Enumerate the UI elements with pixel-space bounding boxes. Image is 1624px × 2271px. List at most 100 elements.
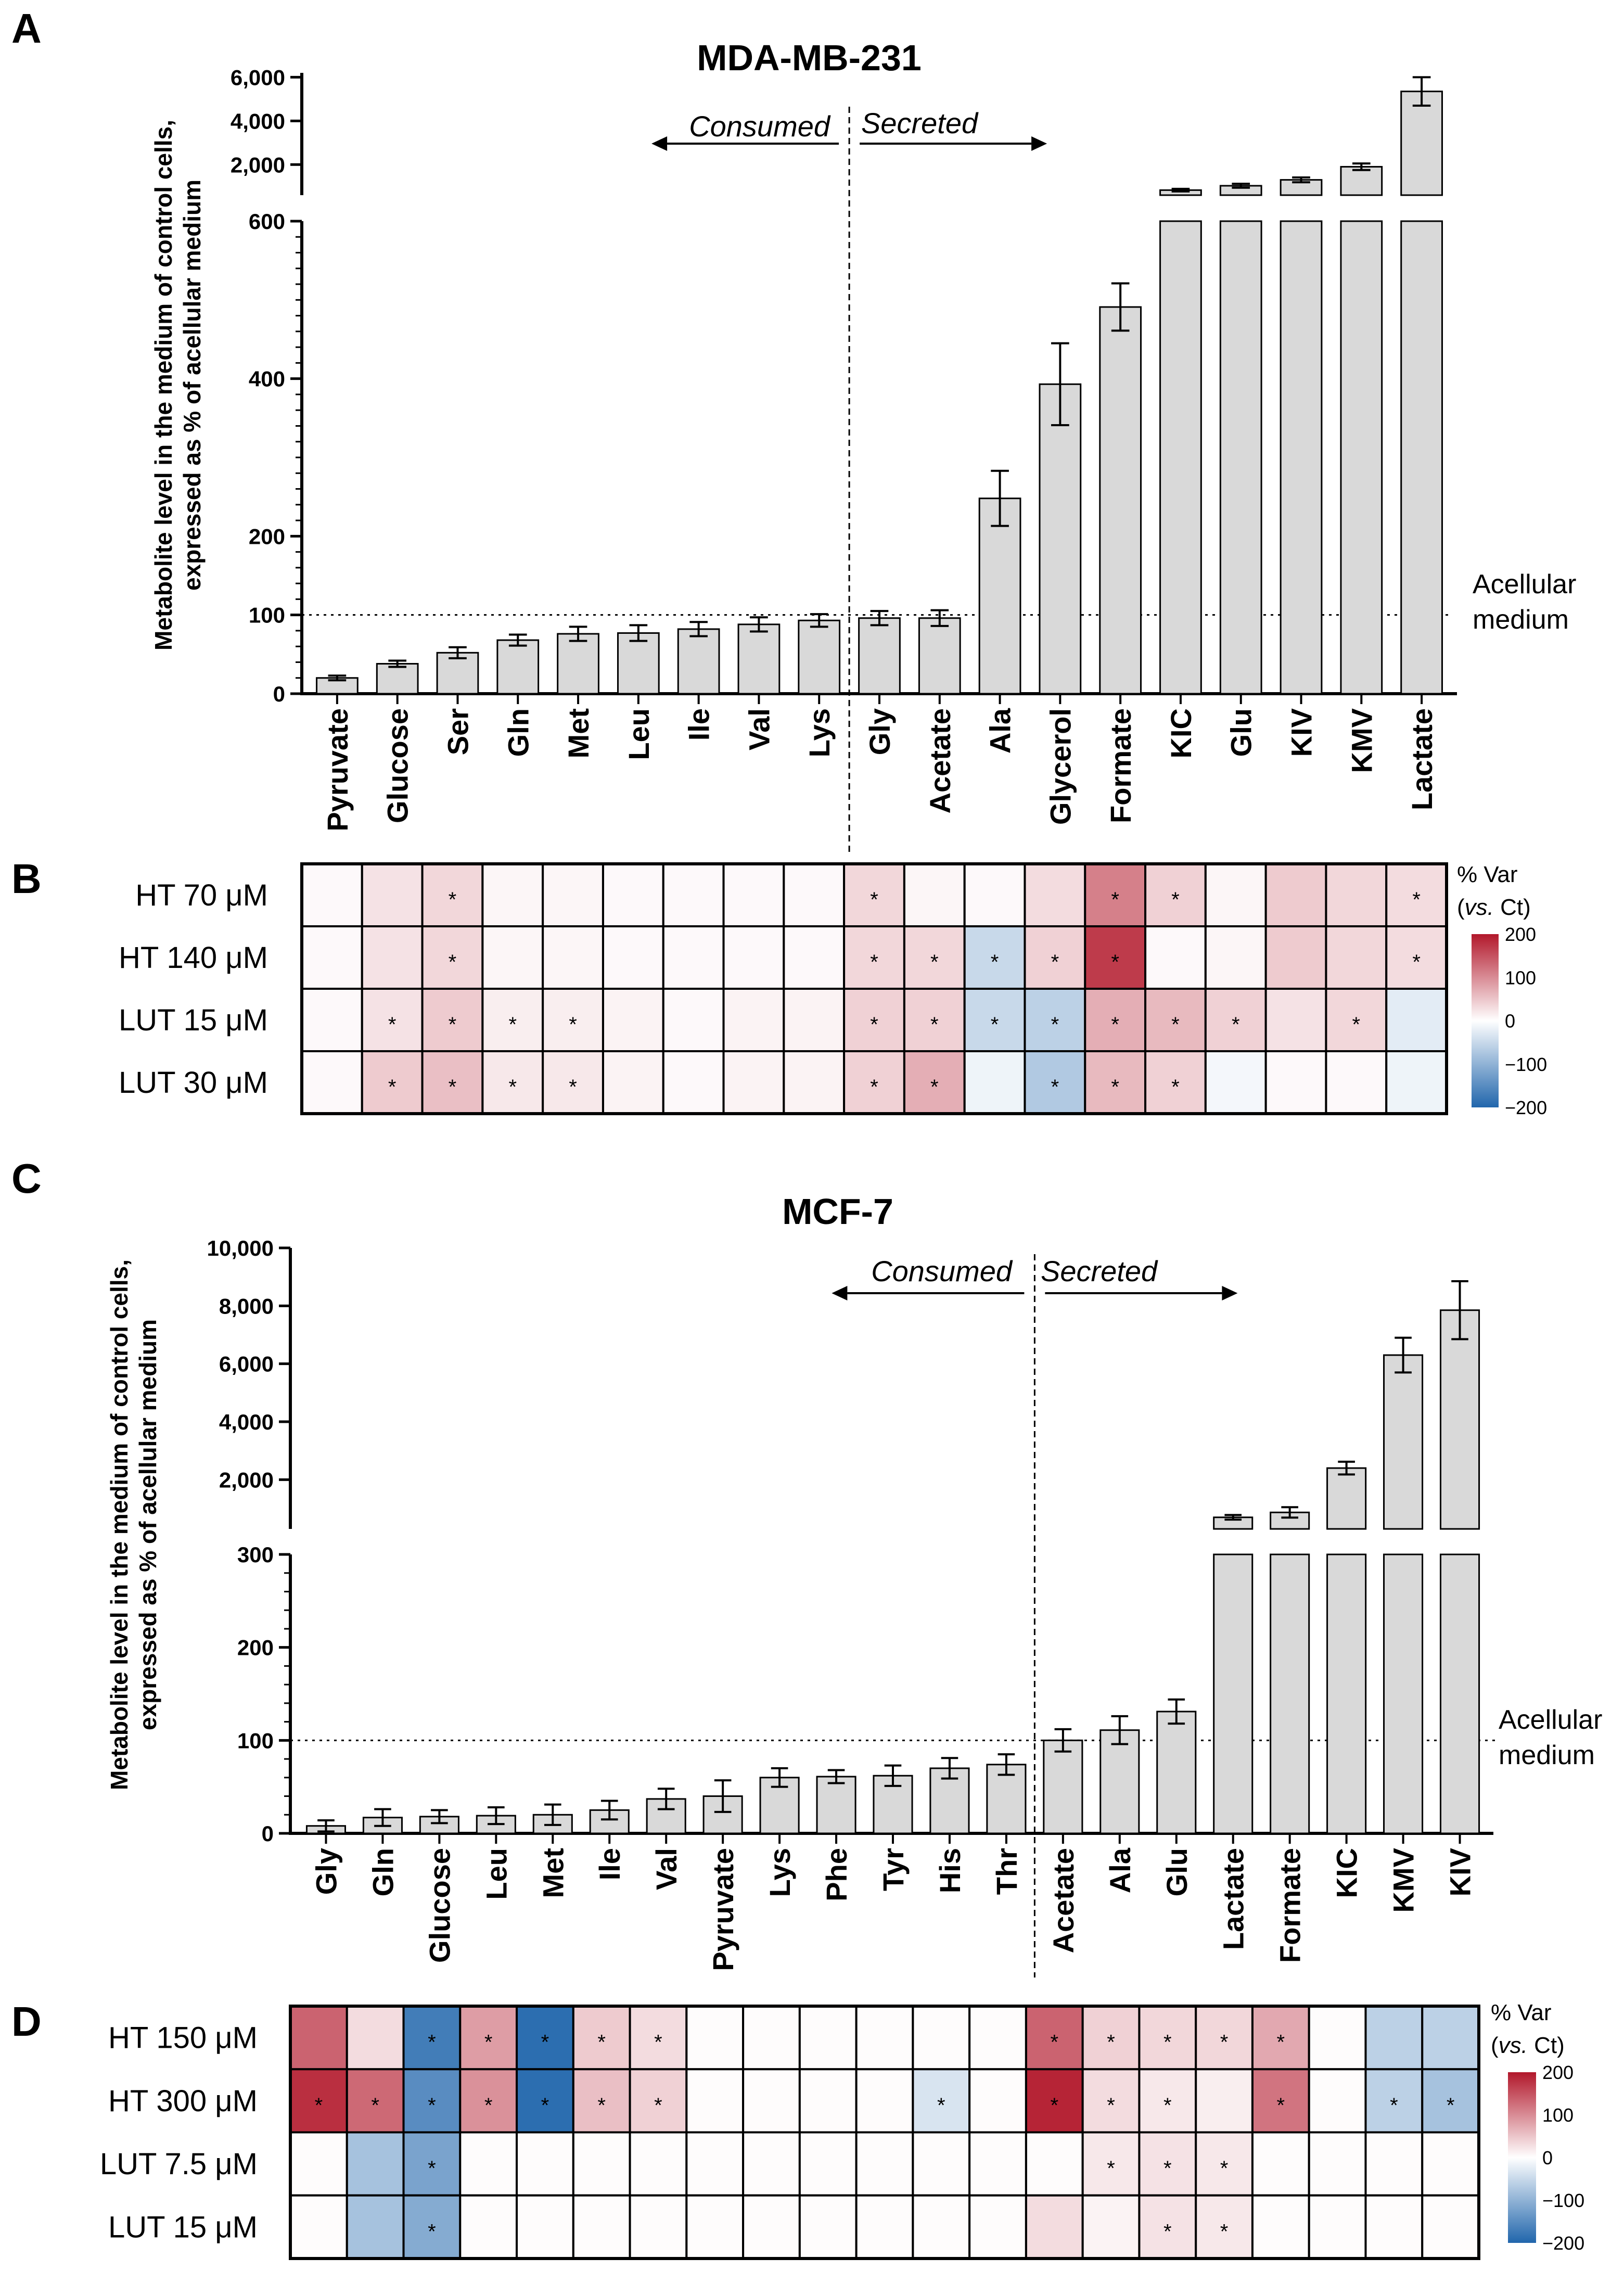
legend-colorbar bbox=[1508, 2072, 1536, 2243]
legend-tick-label: −200 bbox=[1542, 2232, 1584, 2254]
heatmap-cell bbox=[1385, 1050, 1448, 1115]
x-tick-label: KIV bbox=[1444, 1848, 1477, 1896]
significance-star: * bbox=[508, 1013, 517, 1036]
heatmap-cell bbox=[542, 863, 604, 927]
significance-star: * bbox=[870, 1076, 878, 1099]
secreted-label: Secreted bbox=[1041, 1255, 1158, 1287]
legend-tick-label: −200 bbox=[1505, 1097, 1547, 1118]
x-tick-label: Met bbox=[562, 708, 595, 758]
heatmap-cell bbox=[1144, 988, 1207, 1052]
x-tick-label: KMV bbox=[1345, 708, 1378, 773]
significance-star: * bbox=[1412, 951, 1421, 974]
axis-break bbox=[286, 197, 1467, 219]
heatmap-cell bbox=[1364, 2068, 1424, 2134]
bar bbox=[986, 1764, 1027, 1834]
heatmap-cell bbox=[742, 2068, 801, 2134]
heatmap-cell bbox=[722, 1050, 785, 1115]
y-tick-label: 100 bbox=[237, 1728, 274, 1753]
significance-star: * bbox=[1050, 2031, 1058, 2054]
acellular-label: Acellular bbox=[1499, 1705, 1602, 1735]
heatmap-mcf-7: * * * * * * * * * * HT 150 μM * * * * * * * * * * * * * * HT 300 … bbox=[100, 2005, 1480, 2260]
heatmap-cell bbox=[798, 2194, 858, 2260]
bar-lower-segment bbox=[1270, 1553, 1310, 1834]
significance-star: * bbox=[428, 2220, 436, 2243]
heatmap-cell bbox=[912, 2005, 971, 2071]
significance-star: * bbox=[1277, 2031, 1285, 2054]
bar-lower-segment bbox=[1326, 1553, 1367, 1834]
heatmap-cell bbox=[903, 863, 966, 927]
significance-star: * bbox=[937, 2094, 945, 2117]
x-tick-label: Glucose bbox=[423, 1848, 456, 1963]
significance-star: * bbox=[315, 2094, 323, 2117]
x-tick-label: Gly bbox=[863, 708, 896, 755]
bar bbox=[918, 617, 961, 695]
heatmap-cell bbox=[855, 2068, 914, 2134]
heatmap-border bbox=[300, 862, 1448, 1115]
consumed-arrow-head bbox=[832, 1286, 848, 1300]
heatmap-cell bbox=[968, 2005, 1027, 2071]
heatmap-cell bbox=[421, 1050, 484, 1115]
y-tick-label: 10,000 bbox=[207, 1236, 274, 1260]
chart-title: MDA-MB-231 bbox=[697, 37, 922, 78]
heatmap-cell bbox=[1144, 863, 1207, 927]
consumed-label: Consumed bbox=[871, 1255, 1013, 1287]
heatmap-cell bbox=[722, 925, 785, 990]
x-tick-label: Lactate bbox=[1217, 1848, 1250, 1950]
heatmap-cell bbox=[742, 2131, 801, 2197]
heatmap-cell bbox=[602, 988, 664, 1052]
bar bbox=[496, 639, 540, 695]
x-tick-label: Ala bbox=[1104, 1847, 1136, 1893]
heatmap-cell bbox=[402, 2131, 462, 2197]
significance-star: * bbox=[597, 2031, 606, 2054]
significance-star: * bbox=[597, 2094, 606, 2117]
heatmap-row-label: LUT 15 μM bbox=[108, 2210, 258, 2244]
heatmap-cell bbox=[1144, 925, 1207, 990]
significance-star: * bbox=[449, 951, 457, 974]
heatmap-cell bbox=[1264, 925, 1327, 990]
heatmap-cell bbox=[1264, 1050, 1327, 1115]
bar bbox=[436, 652, 479, 695]
acellular-label: Acellular bbox=[1473, 569, 1576, 599]
bar-upper-segment bbox=[1340, 165, 1383, 196]
heatmap-cell bbox=[1264, 863, 1327, 927]
heatmap-legend: % Var (vs. Ct) 200 100 0 −100 −200 bbox=[1457, 862, 1547, 1118]
bar bbox=[816, 1776, 856, 1834]
bar-upper-segment bbox=[1439, 1309, 1480, 1530]
heatmap-cell bbox=[459, 2068, 518, 2134]
bar-chart-mcf-7: MCF-7 Metabolite level in the medium of … bbox=[106, 1191, 1602, 1977]
significance-star: * bbox=[1171, 888, 1180, 911]
y-tick-label: 8,000 bbox=[219, 1294, 274, 1318]
x-tick-label: Gln bbox=[366, 1848, 399, 1896]
panel-label-c: C bbox=[11, 1155, 42, 1202]
heatmap-cell bbox=[855, 2194, 914, 2260]
heatmap-cell bbox=[301, 1050, 363, 1115]
heatmap-cell bbox=[1204, 988, 1267, 1052]
heatmap-cell bbox=[1421, 2131, 1480, 2197]
heatmap-cell bbox=[1204, 925, 1267, 990]
significance-star: * bbox=[1171, 1076, 1180, 1099]
bar-lower-segment bbox=[1439, 1553, 1480, 1834]
heatmap-row-label: HT 140 μM bbox=[119, 941, 268, 975]
heatmap-cell bbox=[516, 2194, 574, 2260]
heatmap-legend: % Var (vs. Ct) 200 100 0 −100 −200 bbox=[1491, 2000, 1584, 2254]
bar bbox=[617, 632, 660, 695]
heatmap-cell bbox=[459, 2005, 518, 2071]
heatmap-cell bbox=[963, 925, 1026, 990]
heatmap-cell bbox=[459, 2131, 518, 2197]
significance-star: * bbox=[569, 1076, 577, 1099]
legend-subtitle: (vs. Ct) bbox=[1491, 2033, 1565, 2058]
significance-star: * bbox=[1220, 2031, 1229, 2054]
x-tick-label: KIV bbox=[1285, 708, 1318, 757]
x-tick-label: Ala bbox=[984, 708, 1017, 754]
heatmap-cell bbox=[301, 988, 363, 1052]
x-tick-label: Glu bbox=[1225, 708, 1258, 757]
heatmap-cell bbox=[1024, 1050, 1086, 1115]
legend-colorbar bbox=[1472, 934, 1499, 1107]
heatmap-cell bbox=[783, 1050, 846, 1115]
legend-tick-label: 0 bbox=[1542, 2147, 1553, 2168]
legend-tick-label: −100 bbox=[1505, 1054, 1547, 1075]
bar bbox=[557, 633, 599, 695]
heatmap-cell bbox=[963, 863, 1026, 927]
heatmap-cell bbox=[1081, 2194, 1141, 2260]
